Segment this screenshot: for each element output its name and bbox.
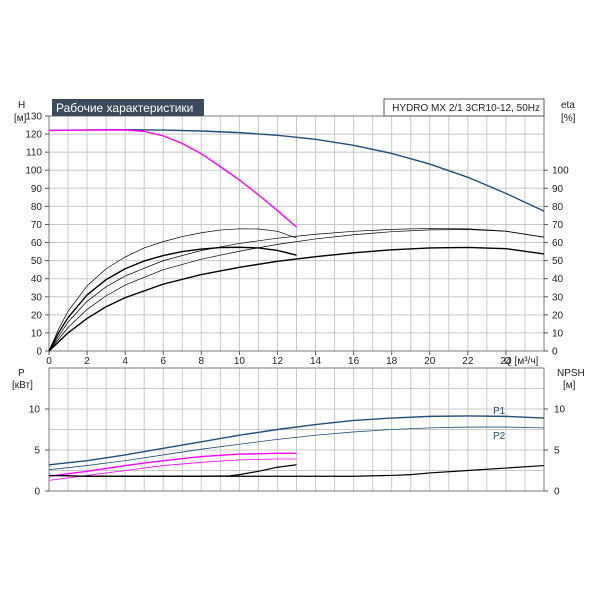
top-y-tick-label: 0 <box>36 347 42 358</box>
top-y-tick-label: 120 <box>25 130 42 141</box>
top-y-tick-label: 10 <box>31 328 43 339</box>
x-tick-label: 16 <box>348 356 360 367</box>
bottom-y-tick-label: 5 <box>34 446 40 457</box>
top-plot-frame <box>48 115 545 352</box>
bottom-y-tick-label: 10 <box>29 405 41 416</box>
top-series-line-6 <box>48 228 545 352</box>
x-tick-label: 14 <box>310 356 322 367</box>
y-axis-unit-npsh: [м] <box>563 380 576 391</box>
chart-title-box <box>52 99 204 116</box>
top-y-right-tick-label: 70 <box>552 220 564 231</box>
bottom-series-line-5 <box>48 464 545 477</box>
x-tick-label: 0 <box>46 356 52 367</box>
x-tick-label: 18 <box>386 356 398 367</box>
bottom-series-line-2 <box>48 452 297 477</box>
y-axis-label-h: H <box>18 100 25 111</box>
top-y-tick-label: 80 <box>31 202 43 213</box>
y-axis-label-npsh: NPSH <box>557 368 585 379</box>
series-label-p2: P2 <box>493 431 506 442</box>
top-y-right-tick-label: 50 <box>552 256 564 267</box>
top-series-line-4 <box>48 229 545 352</box>
top-y-right-tick-label: 60 <box>552 238 564 249</box>
top-y-right-tick-label: 90 <box>552 184 564 195</box>
top-y-right-tick-label: 40 <box>552 274 564 285</box>
bottom-plot-frame <box>48 367 545 492</box>
top-y-right-tick-label: 20 <box>552 310 564 321</box>
y-axis-unit-eta: [%] <box>561 113 576 124</box>
x-axis-label: Q [м³/ч] <box>504 356 539 367</box>
bottom-series-line-3 <box>48 458 297 481</box>
top-series-line-2 <box>48 228 297 352</box>
top-y-tick-label: 20 <box>31 310 43 321</box>
x-tick-label: 10 <box>234 356 246 367</box>
bottom-y-right-tick-label: 0 <box>554 487 560 498</box>
y-axis-label-eta: eta <box>561 100 575 111</box>
y-axis-unit-h: [м] <box>14 113 27 124</box>
x-tick-label: 20 <box>424 356 436 367</box>
bottom-y-tick-label: 0 <box>34 487 40 498</box>
top-y-tick-label: 110 <box>26 148 42 159</box>
chart-title: Рабочие характеристики <box>56 101 193 115</box>
bottom-series-line-1 <box>48 426 545 471</box>
top-y-right-tick-label: 10 <box>552 328 564 339</box>
x-tick-label: 24 <box>500 356 512 367</box>
chart-subtitle: HYDRO MX 2/1 3CR10-12, 50Hz <box>392 103 540 114</box>
chart-subtitle-box <box>383 98 545 117</box>
x-tick-label: 8 <box>199 356 205 367</box>
bottom-series-line-0 <box>48 415 545 466</box>
top-y-tick-label: 90 <box>31 184 43 195</box>
top-y-right-tick-label: 30 <box>552 292 564 303</box>
top-y-tick-label: 130 <box>25 112 42 123</box>
top-series-line-1 <box>48 129 297 228</box>
bottom-y-right-tick-label: 5 <box>554 446 560 457</box>
top-y-tick-label: 50 <box>31 256 43 267</box>
x-tick-label: 6 <box>160 356 166 367</box>
y-axis-unit-p: [кВт] <box>12 380 33 391</box>
top-y-right-tick-label: 80 <box>552 202 564 213</box>
bottom-y-right-tick-label: 10 <box>554 405 566 416</box>
top-y-right-tick-label: 0 <box>552 347 558 358</box>
top-y-tick-label: 40 <box>31 274 43 285</box>
x-tick-label: 2 <box>84 356 90 367</box>
x-tick-label: 4 <box>122 356 128 367</box>
top-y-tick-label: 70 <box>31 220 43 231</box>
x-tick-label: 12 <box>272 356 284 367</box>
top-series-line-5 <box>48 246 545 352</box>
top-y-right-tick-label: 100 <box>552 166 569 177</box>
top-y-tick-label: 60 <box>31 238 43 249</box>
top-y-tick-label: 30 <box>31 292 43 303</box>
top-y-tick-label: 100 <box>25 166 42 177</box>
top-series-line-3 <box>48 246 297 352</box>
y-axis-label-p: P <box>18 368 25 379</box>
series-label-p1: P1 <box>493 406 506 417</box>
x-tick-label: 22 <box>462 356 474 367</box>
